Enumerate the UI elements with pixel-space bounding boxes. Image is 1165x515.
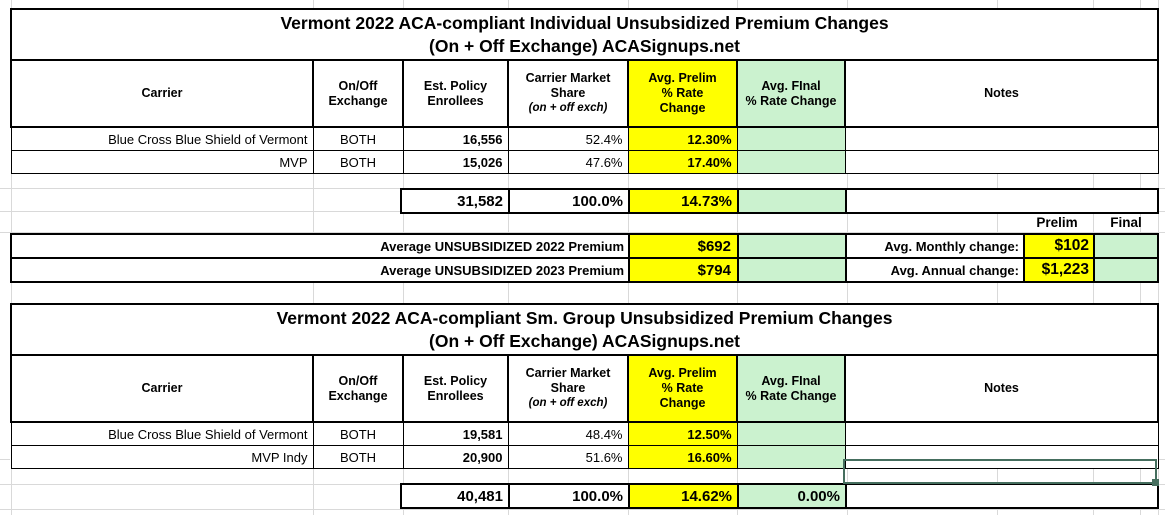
total-final-rate[interactable]: 0.00% [737, 483, 847, 509]
individual-table-title: Vermont 2022 ACA-compliant Individual Un… [9, 8, 1160, 61]
column-header-enrollees[interactable]: Est. Policy Enrollees [402, 354, 509, 423]
cell-final-rate[interactable] [736, 445, 846, 469]
gridline [0, 232, 1165, 233]
cell-market-share[interactable]: 51.6% [507, 445, 629, 469]
table-row: 31,582 100.0% 14.73% [400, 188, 1159, 214]
premium-2022-value[interactable]: $692 [628, 233, 739, 259]
cell-exchange[interactable]: BOTH [312, 150, 404, 174]
annual-change-value[interactable]: $1,223 [1023, 257, 1095, 283]
table-row: Blue Cross Blue Shield of Vermont BOTH 1… [10, 126, 1159, 151]
cell-notes[interactable] [844, 150, 1159, 174]
table-row: Blue Cross Blue Shield of Vermont BOTH 1… [10, 421, 1159, 446]
table-title-row: Vermont 2022 ACA-compliant Sm. Group Uns… [9, 303, 1160, 356]
premium-summary: Average UNSUBSIDIZED 2022 Premium $692 A… [10, 233, 1159, 283]
table-title-row: Vermont 2022 ACA-compliant Individual Un… [9, 8, 1160, 61]
cell-market-share[interactable]: 52.4% [507, 126, 629, 151]
column-header-final-rate[interactable]: Avg. FInal% Rate Change [736, 354, 846, 423]
small-group-table: Vermont 2022 ACA-compliant Sm. Group Uns… [9, 303, 1160, 469]
cell-exchange[interactable]: BOTH [312, 126, 404, 151]
individual-table: Vermont 2022 ACA-compliant Individual Un… [9, 8, 1160, 174]
premium-2023-final[interactable] [737, 257, 847, 283]
premium-2022-label[interactable]: Average UNSUBSIDIZED 2022 Premium [10, 233, 630, 259]
cell-enrollees[interactable]: 15,026 [402, 150, 509, 174]
column-header-prelim-rate[interactable]: Avg. Prelim% Rate Change [627, 59, 738, 128]
title-line-2: (On + Off Exchange) ACASignups.net [429, 35, 740, 56]
column-header-row: Carrier On/Off Exchange Est. Policy Enroll… [10, 59, 1160, 128]
premium-2022-final[interactable] [737, 233, 847, 259]
premium-2023-value[interactable]: $794 [628, 257, 739, 283]
title-line-2: (On + Off Exchange) ACASignups.net [429, 330, 740, 351]
column-header-market-share[interactable]: Carrier Market Share (on + off exch) [507, 59, 629, 128]
table-row: MVP BOTH 15,026 47.6% 17.40% [10, 150, 1159, 174]
cell-carrier[interactable]: MVP Indy [10, 445, 314, 469]
column-header-exchange[interactable]: On/Off Exchange [312, 354, 404, 423]
total-market-share[interactable]: 100.0% [508, 483, 630, 509]
total-final-rate[interactable] [737, 188, 847, 214]
cell-prelim-rate[interactable]: 16.60% [627, 445, 738, 469]
cell-enrollees[interactable]: 16,556 [402, 126, 509, 151]
prelim-column-caption: Prelim [1036, 215, 1078, 230]
cell-prelim-rate[interactable]: 12.50% [627, 421, 738, 446]
total-market-share[interactable]: 100.0% [508, 188, 630, 214]
monthly-change-final[interactable] [1093, 233, 1159, 259]
cell-market-share[interactable]: 47.6% [507, 150, 629, 174]
column-header-carrier[interactable]: Carrier [10, 354, 314, 423]
cell-enrollees[interactable]: 19,581 [402, 421, 509, 446]
cell-final-rate[interactable] [736, 421, 846, 446]
column-header-prelim-rate[interactable]: Avg. Prelim% Rate Change [627, 354, 738, 423]
total-notes[interactable] [845, 483, 1159, 509]
cell-exchange[interactable]: BOTH [312, 445, 404, 469]
small-group-totals-row: 40,481 100.0% 14.62% 0.00% [400, 483, 1159, 509]
monthly-change-value[interactable]: $102 [1023, 233, 1095, 259]
monthly-change-label[interactable]: Avg. Monthly change: [845, 233, 1025, 259]
annual-change-final[interactable] [1093, 257, 1159, 283]
table-row: Average UNSUBSIDIZED 2022 Premium $692 A… [10, 233, 1159, 259]
column-header-market-share[interactable]: Carrier Market Share (on + off exch) [507, 354, 629, 423]
individual-totals-row: 31,582 100.0% 14.73% [400, 188, 1159, 214]
cell-prelim-rate[interactable]: 17.40% [627, 150, 738, 174]
annual-change-label[interactable]: Avg. Annual change: [845, 257, 1025, 283]
column-header-row: Carrier On/Off Exchange Est. Policy Enroll… [10, 354, 1160, 423]
total-enrollees[interactable]: 31,582 [400, 188, 510, 214]
final-column-caption: Final [1110, 215, 1142, 230]
column-header-notes[interactable]: Notes [843, 59, 1160, 128]
cell-carrier[interactable]: Blue Cross Blue Shield of Vermont [10, 126, 314, 151]
cell-enrollees[interactable]: 20,900 [402, 445, 509, 469]
column-header-notes[interactable]: Notes [843, 354, 1160, 423]
premium-2023-label[interactable]: Average UNSUBSIDIZED 2023 Premium [10, 257, 630, 283]
title-line-1: Vermont 2022 ACA-compliant Individual Un… [280, 12, 889, 33]
gridline [0, 509, 1165, 510]
selection-fill-handle[interactable] [1152, 479, 1159, 486]
table-row: Average UNSUBSIDIZED 2023 Premium $794 A… [10, 257, 1159, 283]
active-cell-selection[interactable] [843, 459, 1159, 486]
title-line-1: Vermont 2022 ACA-compliant Sm. Group Uns… [276, 307, 893, 328]
cell-market-share[interactable]: 48.4% [507, 421, 629, 446]
cell-notes[interactable] [844, 126, 1159, 151]
cell-carrier[interactable]: Blue Cross Blue Shield of Vermont [10, 421, 314, 446]
total-notes[interactable] [845, 188, 1159, 214]
cell-final-rate[interactable] [736, 150, 846, 174]
small-group-table-title: Vermont 2022 ACA-compliant Sm. Group Uns… [9, 303, 1160, 356]
cell-final-rate[interactable] [736, 126, 846, 151]
column-header-carrier[interactable]: Carrier [10, 59, 314, 128]
cell-notes[interactable] [844, 421, 1159, 446]
cell-notes[interactable] [844, 445, 1159, 469]
table-row: MVP Indy BOTH 20,900 51.6% 16.60% [10, 445, 1159, 469]
cell-prelim-rate[interactable]: 12.30% [627, 126, 738, 151]
column-header-enrollees[interactable]: Est. Policy Enrollees [402, 59, 509, 128]
table-row: 40,481 100.0% 14.62% 0.00% [400, 483, 1159, 509]
total-enrollees[interactable]: 40,481 [400, 483, 510, 509]
total-prelim-rate[interactable]: 14.62% [628, 483, 739, 509]
column-header-exchange[interactable]: On/Off Exchange [312, 59, 404, 128]
total-prelim-rate[interactable]: 14.73% [628, 188, 739, 214]
cell-exchange[interactable]: BOTH [312, 421, 404, 446]
cell-carrier[interactable]: MVP [10, 150, 314, 174]
column-header-final-rate[interactable]: Avg. FInal% Rate Change [736, 59, 846, 128]
